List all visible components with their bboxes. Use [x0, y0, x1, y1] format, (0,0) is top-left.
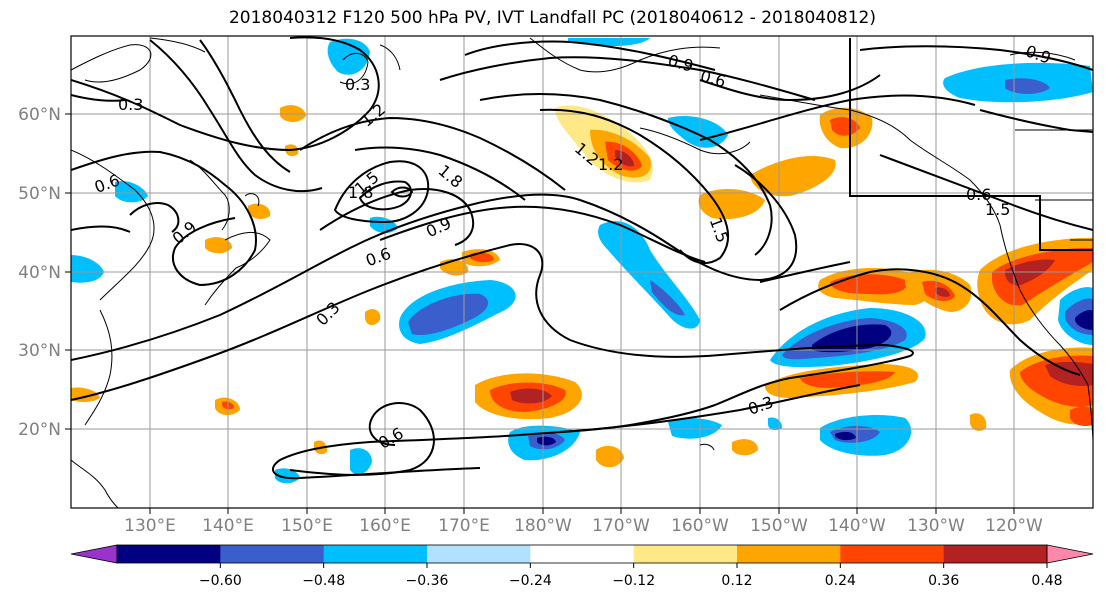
positive-region: [750, 155, 836, 197]
map-title: 2018040312 F120 500 hPa PV, IVT Landfall…: [228, 8, 876, 28]
negative-region: [350, 448, 372, 475]
colorbar-tick-label: −0.60: [199, 573, 242, 589]
positive-region: [1004, 259, 1055, 286]
colorbar-tick-label: −0.36: [406, 573, 449, 589]
lon-tick-label: 130°E: [124, 516, 176, 536]
contour-label: 1.2: [598, 155, 623, 174]
colorbar-tick-label: 0.24: [825, 573, 856, 589]
colorbar-tick-label: −0.24: [509, 573, 552, 589]
lon-axis: 130°E 140°E 150°E 160°E 170°E 180°W 170°…: [124, 508, 1043, 536]
contour-label: 0.6: [966, 185, 991, 204]
positive-region: [935, 287, 950, 297]
shaded-fields: [71, 38, 1093, 484]
positive-region: [800, 371, 895, 388]
negative-region: [650, 280, 685, 316]
lon-tick-label: 160°E: [359, 516, 411, 536]
lon-tick-label: 170°E: [438, 516, 490, 536]
negative-region: [275, 468, 300, 484]
colorbar-tick-label: 0.48: [1031, 573, 1062, 589]
lat-tick-label: 50°N: [18, 184, 61, 204]
negative-region: [408, 293, 489, 336]
negative-region: [115, 181, 148, 203]
colorbar-segment: [737, 545, 841, 563]
lon-tick-label: 120°W: [985, 516, 1043, 536]
negative-region: [71, 255, 104, 283]
colorbar: −0.60 −0.48 −0.36 −0.24 −0.12 0.12 0.24 0.36 0.4…: [70, 544, 1094, 589]
contour-label: 0.3: [118, 95, 143, 114]
lat-tick-label: 60°N: [18, 105, 61, 125]
contour-label: 1.5: [985, 200, 1010, 219]
lat-axis: 60°N 50°N 40°N 30°N 20°N: [18, 105, 71, 440]
pv-contours: [71, 36, 1093, 480]
colorbar-segment: [117, 545, 221, 563]
colorbar-segment: [530, 545, 635, 563]
lat-tick-label: 40°N: [18, 263, 61, 283]
colorbar-extend-high: [1046, 544, 1094, 564]
lon-tick-label: 150°E: [281, 516, 333, 536]
lon-tick-label: 160°W: [671, 516, 729, 536]
positive-region: [830, 117, 860, 136]
positive-region: [970, 413, 987, 431]
contour-label: 1.8: [348, 183, 373, 202]
lat-tick-label: 20°N: [18, 420, 61, 440]
lon-tick-label: 170°W: [592, 516, 650, 536]
lon-tick-label: 150°W: [750, 516, 808, 536]
colorbar-extend-low: [70, 544, 118, 564]
negative-region: [835, 431, 856, 441]
lon-tick-label: 140°W: [828, 516, 886, 536]
positive-region: [1045, 361, 1093, 386]
positive-region: [365, 309, 381, 326]
positive-region: [1070, 406, 1093, 427]
colorbar-segment: [633, 545, 738, 563]
negative-region: [668, 418, 722, 439]
colorbar-segment: [220, 545, 325, 563]
colorbar-segment: [943, 545, 1048, 563]
positive-region: [615, 150, 634, 167]
contour-label: 0.3: [345, 75, 370, 94]
colorbar-tick-label: 0.12: [721, 573, 752, 589]
colorbar-segment: [840, 545, 945, 563]
colorbar-frame: [116, 544, 1048, 564]
lat-tick-label: 30°N: [18, 341, 61, 361]
lon-tick-label: 180°W: [514, 516, 572, 536]
positive-region: [510, 388, 552, 404]
lon-tick-label: 130°W: [907, 516, 965, 536]
colorbar-segment: [323, 545, 428, 563]
negative-region: [1005, 78, 1050, 94]
colorbar-segment: [427, 545, 531, 563]
colorbar-tick-label: 0.36: [928, 573, 959, 589]
positive-region: [205, 237, 232, 254]
colorbar-tick-label: −0.12: [612, 573, 655, 589]
negative-region: [327, 38, 370, 75]
positive-region: [596, 445, 624, 468]
positive-region: [248, 203, 271, 219]
negative-region: [537, 436, 556, 446]
positive-region: [732, 439, 758, 456]
positive-region: [992, 248, 1093, 306]
negative-region: [668, 115, 728, 148]
colorbar-tick-label: −0.48: [302, 573, 345, 589]
negative-region: [1075, 310, 1093, 330]
positive-region: [698, 188, 765, 220]
lon-tick-label: 140°E: [202, 516, 254, 536]
